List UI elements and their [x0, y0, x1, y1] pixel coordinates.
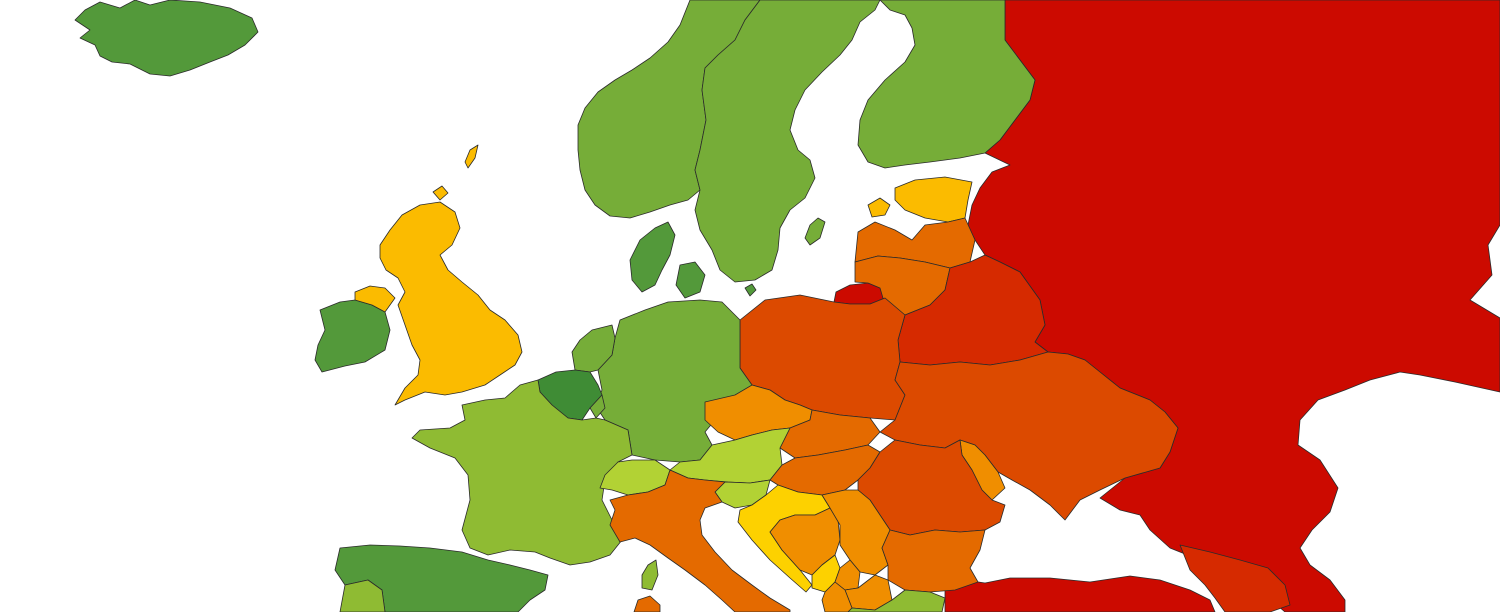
region-sardinia[interactable]	[633, 595, 661, 612]
region-turkey[interactable]	[944, 575, 1216, 612]
region-united-kingdom[interactable]	[379, 201, 523, 406]
region-shetland[interactable]	[464, 144, 479, 169]
region-gotland[interactable]	[804, 217, 826, 246]
region-greece[interactable]	[847, 589, 946, 612]
region-france[interactable]	[411, 379, 633, 566]
region-corsica[interactable]	[641, 559, 659, 591]
region-denmark[interactable]	[629, 221, 706, 299]
region-luxembourg[interactable]	[589, 394, 606, 419]
region-northern-ireland[interactable]	[354, 285, 396, 313]
region-bulgaria[interactable]	[881, 529, 986, 593]
region-portugal[interactable]	[339, 579, 386, 612]
region-italy[interactable]	[609, 469, 791, 612]
region-sweden[interactable]	[694, 0, 881, 283]
region-russia[interactable]	[967, 0, 1500, 612]
region-finland[interactable]	[857, 0, 1036, 169]
region-bornholm[interactable]	[744, 283, 757, 297]
region-saaremaa[interactable]	[867, 197, 891, 218]
region-georgia[interactable]	[1179, 544, 1291, 612]
region-orkney[interactable]	[432, 185, 449, 201]
region-iceland[interactable]	[74, 0, 259, 77]
